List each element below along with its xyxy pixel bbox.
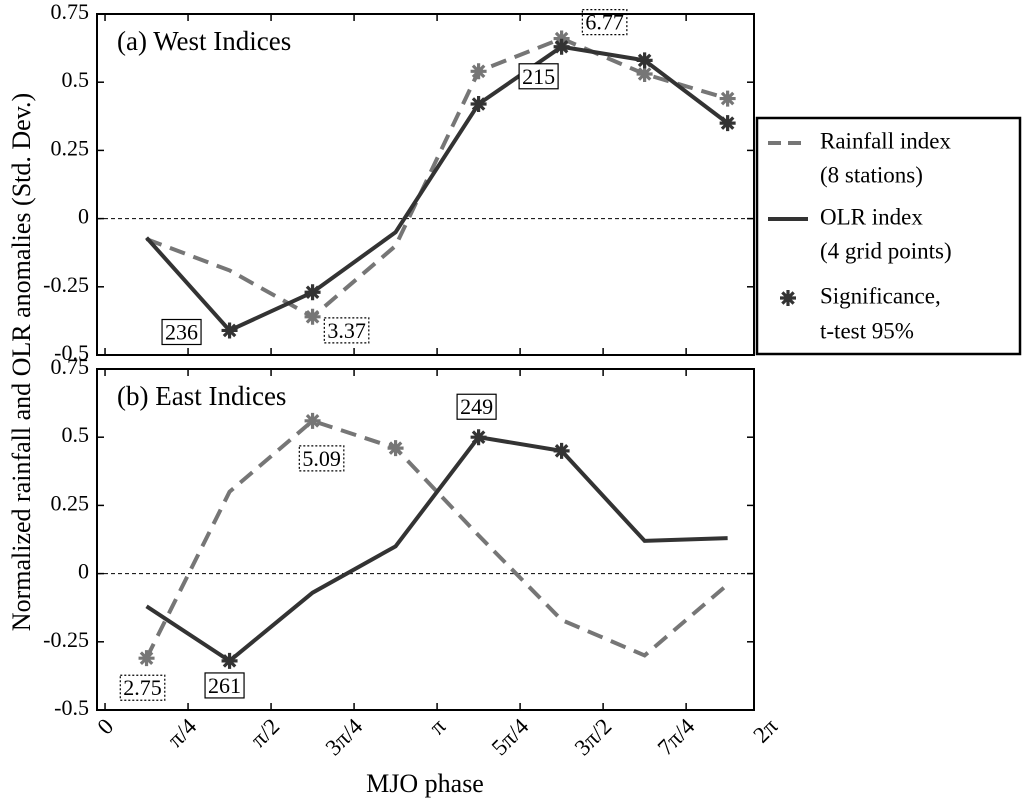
significance-marker <box>221 652 238 669</box>
y-tick-label: -0.25 <box>43 272 89 297</box>
significance-marker <box>553 30 570 47</box>
annotation: 236 <box>165 319 198 344</box>
significance-marker <box>636 52 653 69</box>
legend-label: (8 stations) <box>820 162 923 187</box>
annotation-box <box>456 393 497 420</box>
significance-marker <box>470 63 487 80</box>
significance-marker <box>304 284 321 301</box>
annotation-box <box>323 317 370 344</box>
x-tick-label: π/2 <box>246 714 285 753</box>
legend-label: Rainfall index <box>820 128 951 153</box>
legend-label: Significance, <box>820 283 941 308</box>
significance-marker <box>387 440 404 457</box>
x-tick-label: 2π <box>748 713 782 747</box>
legend-label: OLR index <box>820 204 923 229</box>
plot-frame <box>96 368 755 711</box>
x-axis-label: MJO phase <box>366 769 484 798</box>
significance-marker <box>553 442 570 459</box>
y-tick-label: -0.5 <box>54 340 89 365</box>
annotation: 261 <box>208 673 241 698</box>
legend-box <box>755 116 1022 356</box>
significance-marker <box>304 308 321 325</box>
significance-marker <box>304 412 321 429</box>
plot-frame <box>96 13 755 356</box>
x-tick-label: π/4 <box>163 713 202 752</box>
panel-title: (b) East Indices <box>117 381 286 411</box>
y-tick-label: 0.75 <box>51 0 90 24</box>
y-tick-label: 0.5 <box>62 422 90 447</box>
series-line <box>144 418 729 660</box>
legend-label: (4 grid points) <box>820 238 952 263</box>
y-tick-label: 0 <box>78 204 89 229</box>
annotation: 5.09 <box>302 446 341 471</box>
y-tick-label: 0 <box>78 559 89 584</box>
y-tick-label: 0.25 <box>51 490 90 515</box>
y-tick-label: 0.5 <box>62 67 90 92</box>
panel-title: (a) West Indices <box>117 26 291 56</box>
x-tick-label: 5π/4 <box>487 713 534 760</box>
significance-marker <box>636 66 653 83</box>
series-line <box>145 36 729 320</box>
significance-marker <box>221 322 238 339</box>
significance-marker <box>138 650 155 667</box>
annotation: 2.75 <box>123 675 162 700</box>
annotation-box <box>204 672 245 699</box>
legend-label: t-test 95% <box>820 318 914 343</box>
x-tick-label: 3π/2 <box>570 714 617 761</box>
annotation-box <box>518 63 559 90</box>
annotation-box <box>119 674 166 701</box>
significance-marker <box>470 429 487 446</box>
y-tick-label: 0.25 <box>51 135 90 160</box>
significance-marker <box>780 290 796 306</box>
significance-marker <box>470 96 487 113</box>
x-tick-label: π <box>424 713 450 739</box>
y-axis-label: Normalized rainfall and OLR anomalies (S… <box>7 93 36 631</box>
annotation: 215 <box>522 64 555 89</box>
series-line <box>145 44 729 333</box>
annotation-box <box>298 445 345 472</box>
series-line <box>145 435 728 664</box>
y-tick-label: -0.5 <box>54 695 89 720</box>
annotation: 3.37 <box>327 318 366 343</box>
significance-marker <box>553 38 570 55</box>
annotation: 249 <box>460 394 493 419</box>
annotation-box <box>161 318 202 346</box>
significance-marker <box>719 115 736 132</box>
y-tick-label: -0.25 <box>43 627 89 652</box>
x-tick-label: 3π/4 <box>321 713 368 760</box>
x-tick-label: 7π/4 <box>653 713 700 760</box>
y-tick-label: 0.75 <box>51 354 90 379</box>
significance-marker <box>719 90 736 107</box>
x-tick-label: 0 <box>92 714 118 740</box>
